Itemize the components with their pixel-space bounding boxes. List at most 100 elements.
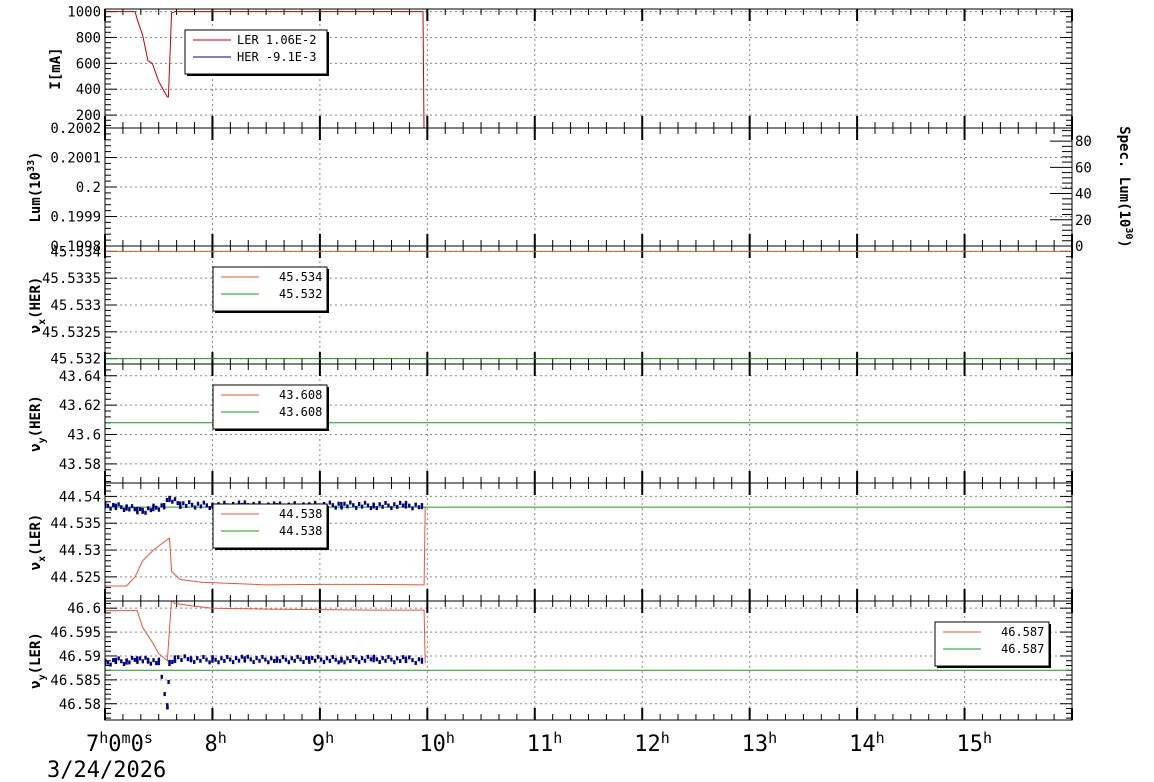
time-tick-label: 15h xyxy=(957,729,993,757)
y2-axis-title: Spec. Lum(1030) xyxy=(1116,126,1134,248)
data-point xyxy=(325,656,329,661)
data-point xyxy=(117,502,120,507)
legend-label: 44.538 xyxy=(279,507,322,521)
y-tick-label: 43.64 xyxy=(59,369,101,385)
data-point xyxy=(378,659,381,664)
legend-label: 45.532 xyxy=(279,287,322,301)
data-point xyxy=(146,506,150,511)
data-point xyxy=(190,502,194,507)
data-point xyxy=(177,655,180,660)
time-tick-label: 10h xyxy=(419,729,455,757)
data-point xyxy=(352,503,355,508)
data-point xyxy=(363,500,367,505)
data-point xyxy=(408,655,411,660)
y-tick-label: 45.534 xyxy=(50,244,101,260)
data-point xyxy=(417,505,421,510)
data-point xyxy=(384,500,387,505)
data-point xyxy=(133,657,136,662)
legend-label: 45.534 xyxy=(279,270,322,284)
y-tick-label: 44.53 xyxy=(59,543,101,559)
data-point xyxy=(176,501,179,506)
data-point xyxy=(414,502,417,507)
data-point xyxy=(141,659,145,664)
data-point xyxy=(366,654,370,659)
data-point xyxy=(136,656,139,663)
data-point xyxy=(199,658,202,663)
data-point xyxy=(237,658,241,663)
legend-label: HER -9.1E-3 xyxy=(237,50,316,64)
data-point xyxy=(334,505,337,510)
data-point xyxy=(152,505,155,512)
y-tick-label: 45.5335 xyxy=(42,271,101,287)
y-tick-label: 43.58 xyxy=(59,457,101,473)
data-point xyxy=(355,657,358,662)
data-point xyxy=(202,654,205,659)
data-point xyxy=(171,660,174,665)
y-axis-title: νy(LER) xyxy=(28,632,48,689)
data-point xyxy=(125,658,128,665)
data-point xyxy=(302,659,305,664)
data-point xyxy=(375,506,378,511)
data-point xyxy=(196,656,199,661)
data-point xyxy=(234,656,238,661)
data-point xyxy=(144,510,147,515)
data-point xyxy=(252,660,255,665)
y-tick-label: 46.595 xyxy=(50,625,101,641)
time-tick-label: 13h xyxy=(742,729,778,757)
data-point xyxy=(168,496,171,503)
data-point xyxy=(390,657,393,662)
y-tick-label: 1000 xyxy=(67,5,101,21)
legend xyxy=(934,621,1050,667)
data-point xyxy=(360,656,364,661)
y-axis-title: νy(HER) xyxy=(28,395,48,452)
data-point xyxy=(369,506,373,511)
data-point xyxy=(340,501,343,508)
data-point xyxy=(193,505,197,510)
data-point xyxy=(223,500,226,505)
legend xyxy=(212,384,328,430)
data-point xyxy=(185,503,188,508)
panel-6: 46.58 46.585 46.59 46.595 46.6 νy(LER) 46.587 4… xyxy=(28,600,1073,721)
data-point xyxy=(231,660,235,665)
data-point xyxy=(106,503,110,508)
data-point xyxy=(138,656,142,661)
data-point xyxy=(205,657,208,662)
time-tick-label: 11h xyxy=(527,729,563,757)
data-point xyxy=(211,656,214,663)
data-point xyxy=(196,501,200,506)
data-point xyxy=(180,658,183,663)
data-point xyxy=(109,506,112,511)
data-point xyxy=(322,660,326,665)
data-point xyxy=(290,656,293,661)
data-point xyxy=(122,662,126,667)
data-point xyxy=(396,504,399,509)
data-point xyxy=(258,500,261,505)
data-point xyxy=(387,654,390,659)
data-point xyxy=(384,658,387,663)
y-tick-label: 800 xyxy=(76,30,101,46)
data-point xyxy=(267,660,270,665)
data-point xyxy=(211,502,214,509)
data-point xyxy=(202,500,206,505)
y-tick-label: 44.54 xyxy=(59,489,101,505)
data-point xyxy=(165,497,169,502)
data-point xyxy=(258,658,261,663)
data-point xyxy=(149,661,153,666)
data-point xyxy=(122,508,126,513)
data-point xyxy=(205,503,208,508)
data-point xyxy=(390,506,393,511)
data-point xyxy=(278,501,282,506)
data-point xyxy=(293,658,296,663)
data-point xyxy=(199,504,203,509)
data-point xyxy=(343,501,346,506)
y-tick-label: 45.5325 xyxy=(42,325,101,341)
data-point xyxy=(331,503,334,508)
data-point xyxy=(249,657,252,662)
data-point xyxy=(130,655,134,660)
data-point xyxy=(182,501,185,506)
y-axis-title: νx(LER) xyxy=(28,514,48,571)
data-point xyxy=(117,656,120,661)
data-point xyxy=(112,503,115,508)
data-point xyxy=(136,506,139,513)
data-point xyxy=(278,659,282,664)
